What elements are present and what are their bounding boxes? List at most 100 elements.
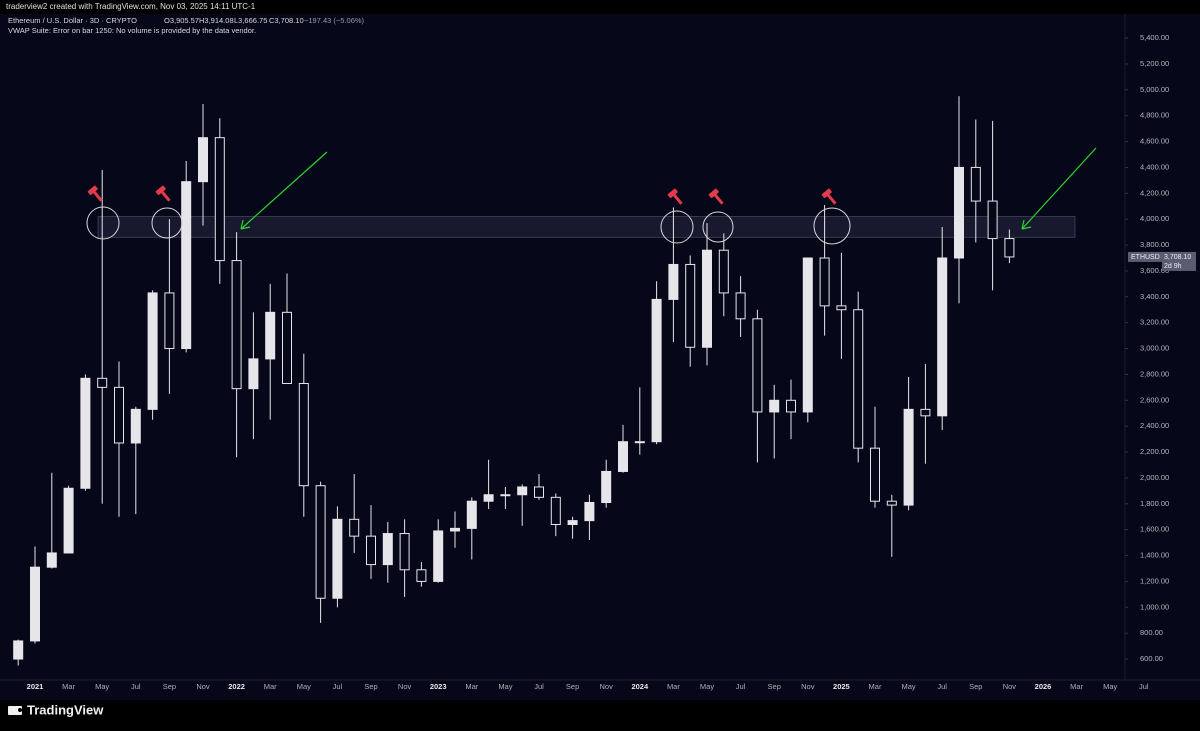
annotations: [86, 147, 1097, 245]
last-price-box: [1162, 251, 1196, 271]
candle-body: [886, 500, 897, 506]
y-tick-label: 3,000.00: [1140, 344, 1169, 353]
hammer-icon: [821, 188, 837, 205]
candle-body: [282, 311, 292, 384]
candle-body: [752, 318, 763, 413]
candle-body: [80, 377, 91, 489]
x-tick-label: 2025: [833, 682, 850, 691]
candle-body: [13, 640, 24, 660]
ohlc-close: C3,708.10: [269, 16, 304, 25]
x-tick-label: Nov: [600, 682, 614, 691]
y-tick-label: 4,000.00: [1140, 214, 1169, 223]
candle-body: [214, 137, 225, 262]
last-price-label: 3,708.10: [1164, 254, 1191, 261]
candle-body: [903, 408, 914, 506]
y-tick-label: 1,000.00: [1140, 602, 1169, 611]
x-tick-label: May: [700, 682, 714, 691]
y-tick-label: 600.00: [1140, 654, 1163, 663]
candle-body: [130, 408, 141, 444]
ohlc-change: −197.43 (−5.06%): [304, 16, 365, 25]
x-tick-label: 2024: [631, 682, 649, 691]
candle-body: [735, 292, 746, 320]
x-tick-label: Mar: [62, 682, 75, 691]
x-tick-label: Nov: [801, 682, 815, 691]
candle-body: [702, 249, 712, 348]
candle-body: [450, 527, 460, 532]
candle-body: [987, 200, 998, 240]
candle-body: [651, 298, 662, 443]
plot-area: 600.00 800.00 1,000.00 1,200.00 1,400.00 1,60…: [13, 33, 1196, 691]
candle-body: [399, 533, 410, 571]
hammer-icon: [667, 188, 683, 205]
x-tick-label: Mar: [465, 682, 478, 691]
green-arrow: [240, 151, 328, 230]
candle-body: [349, 518, 360, 537]
y-tick-label: 5,000.00: [1140, 85, 1169, 94]
x-tick-label: May: [95, 682, 109, 691]
ohlc-high: H3,914.08: [199, 16, 234, 25]
candle-body: [920, 408, 931, 417]
highlight-circle: [660, 210, 694, 244]
y-tick-label: 3,800.00: [1140, 240, 1169, 249]
x-tick-label: May: [1103, 682, 1117, 691]
y-tick-label: 3,200.00: [1140, 318, 1169, 327]
candle-body: [63, 487, 74, 554]
hammer-icon: [87, 185, 103, 202]
highlight-circle: [813, 207, 851, 245]
countdown-label: 2d 9h: [1164, 263, 1182, 270]
hammer-icon: [708, 188, 724, 205]
x-tick-label: 2022: [228, 682, 245, 691]
candle-body: [584, 502, 595, 522]
x-tick-label: Sep: [566, 682, 579, 691]
candle-body: [298, 382, 309, 487]
y-tick-label: 2,800.00: [1140, 369, 1169, 378]
credit: traderview2 created with TradingView.com…: [6, 2, 256, 11]
y-tick-label: 5,200.00: [1140, 59, 1169, 68]
candle-body: [46, 552, 57, 568]
x-tick-label: Mar: [1070, 682, 1083, 691]
x-tick-label: May: [297, 682, 311, 691]
candle-body: [366, 535, 376, 566]
price-zone: [97, 216, 1076, 238]
candle-body: [534, 486, 544, 498]
candle-body: [198, 137, 208, 183]
y-tick-label: 4,200.00: [1140, 188, 1169, 197]
candle-body: [1004, 238, 1015, 258]
candle-body: [114, 386, 124, 444]
x-tick-label: Jul: [131, 682, 141, 691]
candle-body: [769, 399, 780, 413]
candle-body: [618, 441, 628, 472]
y-tick-label: 1,200.00: [1140, 576, 1169, 585]
logo-mark: [8, 706, 22, 715]
y-tick-label: 3,600.00: [1140, 266, 1169, 275]
highlight-circle: [151, 207, 183, 239]
y-tick-label: 4,400.00: [1140, 162, 1169, 171]
candle-body: [517, 486, 528, 496]
candle-body: [483, 494, 494, 502]
candle-body: [97, 377, 108, 388]
candle-body: [433, 530, 444, 582]
last-price-marker: [1128, 251, 1162, 262]
y-tick-label: 2,000.00: [1140, 473, 1169, 482]
candle-body: [315, 485, 326, 599]
x-tick-label: May: [902, 682, 916, 691]
x-tick-label: Sep: [969, 682, 982, 691]
y-tick-label: 4,600.00: [1140, 137, 1169, 146]
y-tick-label: 800.00: [1140, 628, 1163, 637]
candle-body: [802, 257, 813, 413]
y-tick-label: 1,600.00: [1140, 525, 1169, 534]
x-tick-label: Jul: [333, 682, 343, 691]
candle-body: [248, 358, 259, 390]
y-tick-label: 4,800.00: [1140, 111, 1169, 120]
chart-background: [0, 14, 1200, 700]
x-tick-label: 2023: [430, 682, 447, 691]
indicator-message: VWAP Suite: Error on bar 1250: No volume…: [8, 26, 256, 35]
candle-body: [147, 292, 158, 410]
x-tick-label: Sep: [364, 682, 377, 691]
y-tick-label: 1,800.00: [1140, 499, 1169, 508]
candle-body: [853, 309, 864, 449]
highlight-circle: [702, 211, 734, 243]
symbol-title: Ethereum / U.S. Dollar · 3D · CRYPTO: [8, 16, 137, 25]
candle-body: [634, 441, 645, 444]
x-tick-label: May: [498, 682, 512, 691]
